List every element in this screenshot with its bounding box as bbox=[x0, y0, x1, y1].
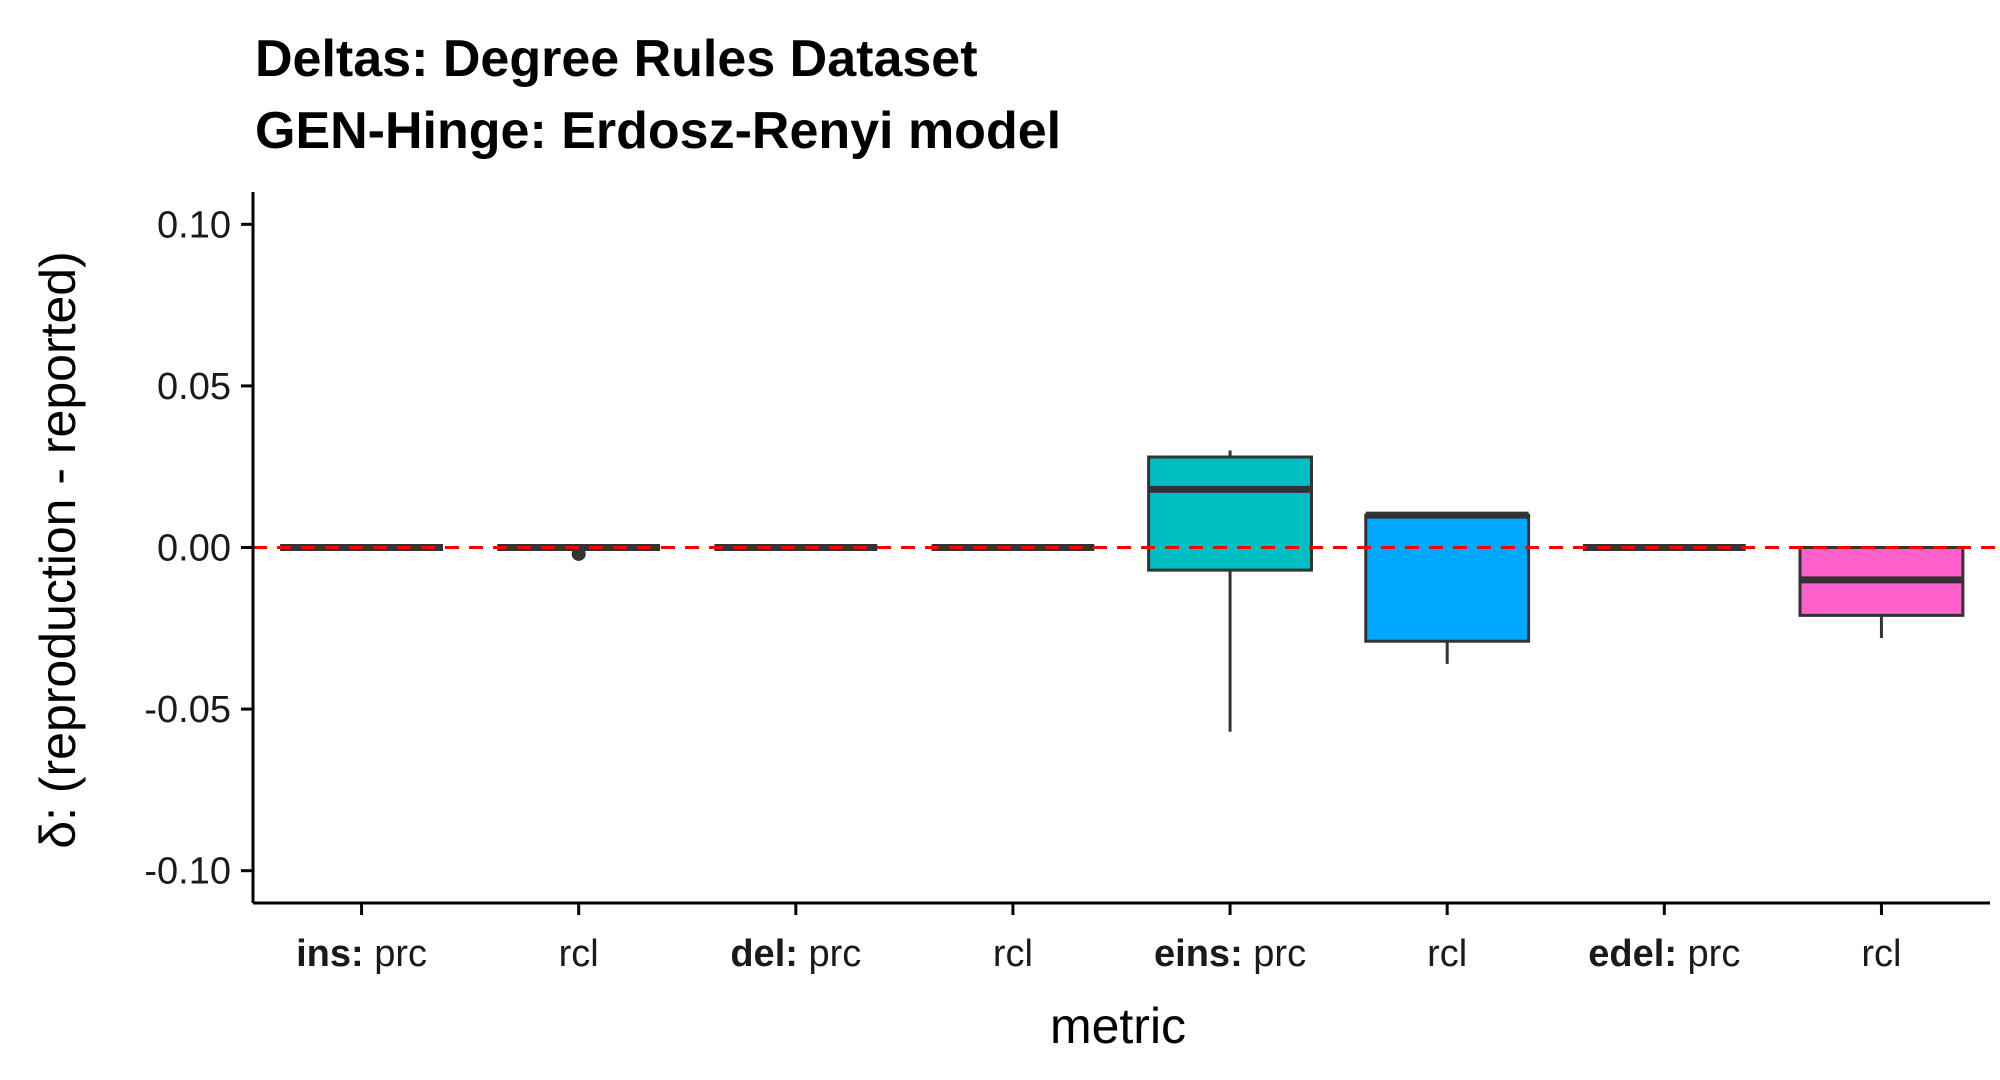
x-axis-title: metric bbox=[1050, 998, 1186, 1054]
box-5 bbox=[1364, 511, 1531, 664]
x-tick-label: rcl bbox=[559, 933, 599, 975]
x-axis-ticks: ins: prc rcl del: prc rcl eins: prc rcl edel: … bbox=[296, 903, 1901, 975]
x-tick-label: eins: prc bbox=[1154, 933, 1306, 975]
chart-title-line-2: GEN-Hinge: Erdosz-Renyi model bbox=[255, 102, 1061, 160]
x-tick-label: del: prc bbox=[730, 933, 861, 975]
box-4 bbox=[1147, 450, 1313, 732]
x-tick-label: ins: prc bbox=[296, 933, 427, 975]
box-1 bbox=[497, 544, 661, 561]
x-tick-label: rcl bbox=[993, 933, 1033, 975]
x-tick-label: rcl bbox=[1427, 933, 1467, 975]
box-7 bbox=[1798, 546, 1965, 638]
box-outlier bbox=[571, 546, 586, 561]
box-body bbox=[1364, 513, 1531, 643]
y-axis-title: δ: (reproduction - reported) bbox=[30, 251, 86, 849]
y-tick-label: -0.05 bbox=[144, 689, 231, 731]
y-tick-label: 0.10 bbox=[157, 204, 231, 246]
y-axis-ticks: 0.10 0.05 0.00 -0.05 -0.10 bbox=[144, 204, 253, 893]
y-tick-label: -0.10 bbox=[144, 851, 231, 893]
y-tick-label: 0.05 bbox=[157, 366, 231, 408]
y-tick-label: 0.00 bbox=[157, 528, 231, 570]
x-tick-label: rcl bbox=[1861, 933, 1901, 975]
box-body bbox=[1147, 455, 1313, 572]
chart-title-line-1: Deltas: Degree Rules Dataset bbox=[255, 30, 978, 88]
plot-area bbox=[253, 450, 2000, 732]
x-tick-label: edel: prc bbox=[1588, 933, 1740, 975]
